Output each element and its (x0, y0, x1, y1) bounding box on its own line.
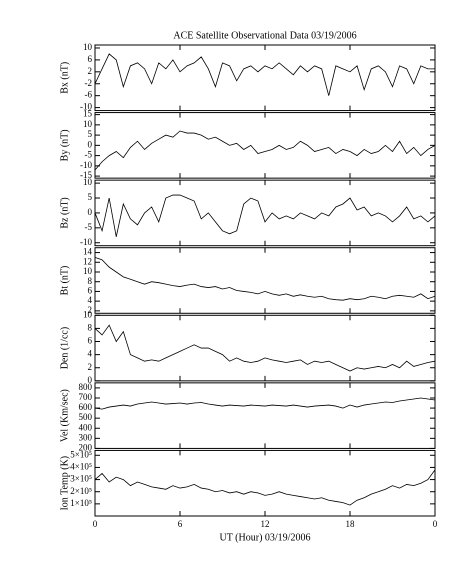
data-line (94, 130, 436, 171)
y-tick-label: 600 (79, 402, 93, 412)
y-axis-label: Bx (nT) (59, 62, 70, 94)
y-tick-label: 300 (79, 432, 93, 442)
y-tick-label: 10 (83, 309, 93, 319)
y-tick-label: 10 (83, 266, 93, 276)
x-tick-label: 0 (93, 519, 98, 529)
y-tick-label: 2 (88, 66, 93, 76)
panel-frame (94, 44, 436, 112)
y-axis-label: Bz (nT) (59, 197, 70, 228)
y-tick-label: 8 (88, 276, 93, 286)
y-tick-label: 12 (83, 256, 92, 266)
y-tick-label: 0 (88, 375, 93, 385)
y-tick-label: 3×10⁵ (70, 474, 92, 484)
data-line (94, 53, 435, 96)
x-axis-label: UT (Hour) 03/19/2006 (220, 532, 311, 543)
y-tick-label: -2 (85, 78, 93, 88)
y-tick-label: 5 (88, 129, 93, 139)
y-tick-label: -10 (80, 102, 92, 112)
y-tick-label: 5×10⁵ (70, 449, 92, 459)
x-tick-label: 12 (261, 519, 270, 529)
y-tick-label: 15 (83, 109, 93, 119)
panel-frame (94, 449, 436, 517)
y-tick-label: 6 (88, 54, 93, 64)
data-line (94, 469, 436, 506)
y-tick-label: 2 (88, 362, 93, 372)
y-tick-label: 0 (88, 139, 93, 149)
y-tick-label: 1×10⁵ (70, 498, 92, 508)
x-tick-label: 0 (433, 519, 438, 529)
y-tick-label: -6 (85, 90, 93, 100)
data-line (94, 194, 436, 237)
y-tick-label: 6 (88, 285, 93, 295)
y-tick-label: 10 (83, 42, 93, 52)
data-line (94, 257, 436, 301)
x-tick-label: 6 (178, 519, 183, 529)
chart-title: ACE Satellite Observational Data 03/19/2… (173, 30, 356, 41)
y-tick-label: 6 (88, 336, 93, 346)
y-tick-label: 5 (88, 192, 93, 202)
x-tick-label: 18 (346, 519, 356, 529)
y-tick-label: 14 (83, 247, 93, 257)
panel-frame (94, 314, 436, 382)
y-tick-label: 4 (88, 295, 93, 305)
y-tick-label: 8 (88, 322, 93, 332)
panel-frame (94, 112, 436, 179)
panel-frame (94, 247, 436, 314)
y-axis-label: Ion Temp (K) (59, 456, 70, 511)
y-tick-label: -10 (80, 160, 92, 170)
y-tick-label: -5 (85, 150, 93, 160)
y-tick-label: 10 (83, 119, 93, 129)
y-axis-label: Bt (nT) (59, 266, 70, 296)
y-tick-label: 800 (79, 382, 93, 392)
y-tick-label: 2 (88, 305, 93, 315)
y-tick-label: 2×10⁵ (70, 486, 92, 496)
data-line (94, 397, 436, 410)
y-tick-label: 4 (88, 349, 93, 359)
panel-frame (94, 179, 436, 247)
y-axis-label: Vel (Km/sec) (59, 389, 70, 442)
y-tick-label: 700 (79, 392, 93, 402)
y-axis-label: Den (1/cc) (59, 327, 70, 369)
y-tick-label: 4×10⁵ (70, 461, 92, 471)
data-line (94, 324, 436, 372)
y-tick-label: 0 (88, 207, 93, 217)
y-tick-label: 200 (79, 442, 93, 452)
panel-frame (94, 382, 436, 449)
y-axis-label: By (nT) (59, 129, 70, 161)
y-tick-label: 400 (79, 422, 93, 432)
y-tick-label: -15 (80, 170, 92, 180)
y-tick-label: -5 (85, 222, 93, 232)
y-tick-label: 10 (83, 177, 93, 187)
y-tick-label: 500 (79, 412, 93, 422)
y-tick-label: -10 (80, 237, 92, 247)
